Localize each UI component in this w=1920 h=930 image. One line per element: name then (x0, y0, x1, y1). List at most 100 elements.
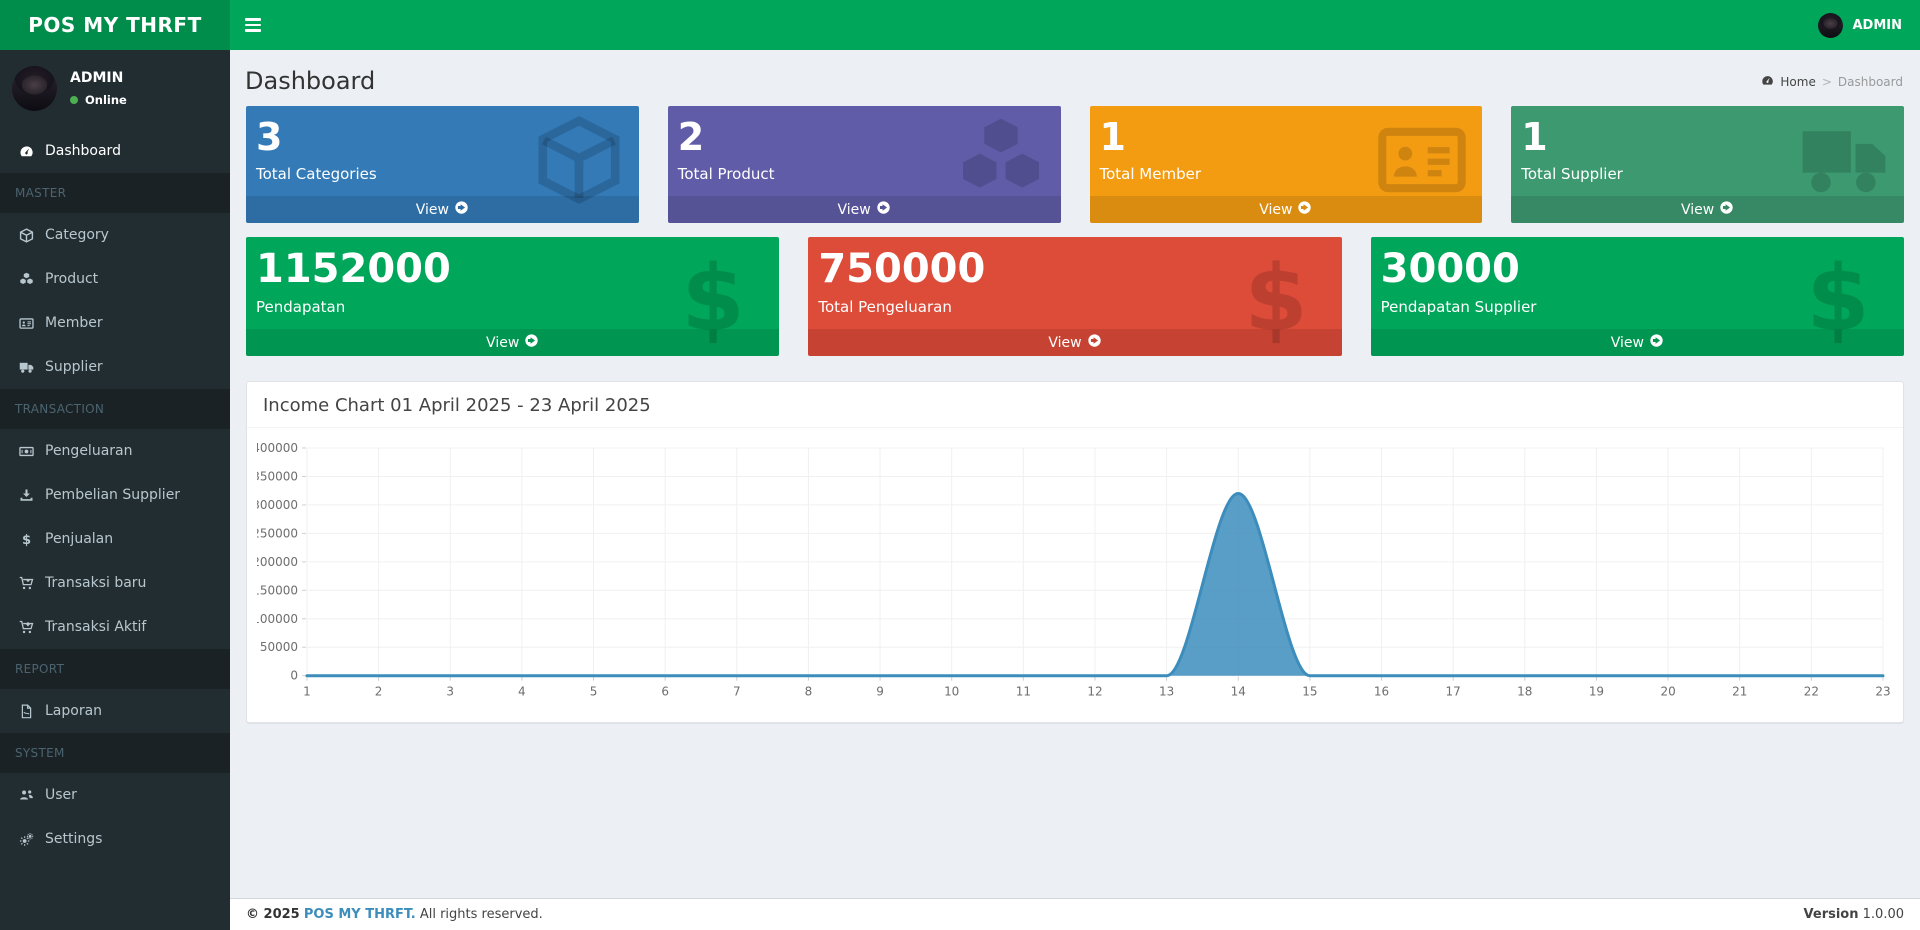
view-product-link[interactable]: View (667, 196, 1061, 223)
svg-text:9: 9 (876, 685, 884, 699)
dashboard-home-icon (1761, 74, 1774, 90)
dollar-icon: $ (1786, 245, 1890, 353)
navbar: ADMIN (230, 0, 1920, 50)
svg-text:13: 13 (1159, 685, 1174, 699)
sidebar-item-label: Dashboard (45, 143, 121, 159)
page-title: Dashboard (245, 67, 376, 95)
content-area: Dashboard Home > Dashboard 3 Total Categ… (230, 50, 1920, 898)
sidebar-item-label: Settings (45, 831, 103, 847)
svg-text:23: 23 (1875, 685, 1890, 699)
user-menu[interactable]: ADMIN (1800, 0, 1920, 50)
svg-text:16: 16 (1374, 685, 1389, 699)
view-pengeluaran-link[interactable]: View (808, 329, 1342, 356)
sidebar-item-transaksi-baru[interactable]: Transaksi baru (0, 561, 230, 605)
version-text: Version 1.0.00 (1803, 907, 1904, 922)
income-chart-panel: Income Chart 01 April 2025 - 23 April 20… (246, 381, 1904, 723)
arrow-circle-right-icon (876, 200, 891, 219)
view-member-link[interactable]: View (1089, 196, 1483, 223)
stat-label: Total Supplier (1521, 165, 1623, 183)
stat-box-pendapatan-supplier: 30000 Pendapatan Supplier $ View (1370, 237, 1904, 356)
view-supplier-link[interactable]: View (1511, 196, 1904, 223)
money-bill-icon (15, 444, 38, 459)
sidebar-item-label: User (45, 787, 77, 803)
stat-box-total-pengeluaran: 750000 Total Pengeluaran $ View (808, 237, 1342, 356)
footer-brand-link[interactable]: POS MY THRFT. (303, 907, 416, 922)
income-chart-title: Income Chart 01 April 2025 - 23 April 20… (247, 382, 1903, 428)
stat-label: Pendapatan Supplier (1380, 298, 1537, 316)
sidebar-item-category[interactable]: Category (0, 213, 230, 257)
menu-toggle-button[interactable] (230, 0, 276, 50)
stat-label: Total Product (677, 165, 775, 183)
stat-label: Total Categories (256, 165, 377, 183)
arrow-circle-right-icon (1297, 200, 1312, 219)
sidebar-item-transaksi-aktif[interactable]: Transaksi Aktif (0, 605, 230, 649)
cart-plus-icon (15, 576, 38, 591)
svg-text:250000: 250000 (257, 526, 298, 540)
sidebar-item-penjualan[interactable]: $ Penjualan (0, 517, 230, 561)
brand-logo[interactable]: POS MY THRFT (0, 0, 230, 50)
svg-text:150000: 150000 (257, 583, 298, 597)
svg-text:20: 20 (1660, 685, 1675, 699)
sidebar-item-label: Supplier (45, 359, 103, 375)
stat-box-total-categories: 3 Total Categories View (246, 106, 639, 223)
id-card-icon (15, 316, 38, 331)
download-icon (15, 488, 38, 503)
sidebar-user-status: Online (70, 93, 127, 107)
view-pendapatan-link[interactable]: View (246, 329, 780, 356)
tachometer-icon (15, 144, 38, 159)
sidebar-item-pengeluaran[interactable]: Pengeluaran (0, 429, 230, 473)
sidebar-header-master: MASTER (0, 173, 230, 213)
sidebar-item-label: Pembelian Supplier (45, 487, 181, 503)
sidebar-item-label: Category (45, 227, 109, 243)
sidebar-item-label: Penjualan (45, 531, 114, 547)
stat-value: 30000 (1380, 246, 1520, 292)
top-navbar: POS MY THRFT ADMIN (0, 0, 1920, 50)
truck-icon (15, 360, 38, 375)
arrow-circle-right-icon (454, 200, 469, 219)
sidebar-item-dashboard[interactable]: Dashboard (0, 129, 230, 173)
sidebar-item-pembelian-supplier[interactable]: Pembelian Supplier (0, 473, 230, 517)
sidebar-item-laporan[interactable]: Laporan (0, 689, 230, 733)
copyright-text: © 2025 POS MY THRFT. All rights reserved… (246, 907, 543, 922)
svg-text:$: $ (1244, 247, 1307, 350)
arrow-circle-right-icon (524, 333, 539, 352)
stat-value: 3 (256, 115, 283, 159)
svg-text:17: 17 (1446, 685, 1461, 699)
cube-icon (15, 227, 38, 243)
sidebar-item-label: Product (45, 271, 99, 287)
svg-text:14: 14 (1231, 685, 1246, 699)
sidebar-user-panel: ADMIN Online (0, 50, 230, 129)
view-categories-link[interactable]: View (246, 196, 639, 223)
sidebar-item-member[interactable]: Member (0, 301, 230, 345)
svg-text:19: 19 (1589, 685, 1604, 699)
svg-text:18: 18 (1517, 685, 1532, 699)
svg-text:$: $ (22, 533, 31, 547)
svg-text:10: 10 (944, 685, 959, 699)
svg-text:12: 12 (1087, 685, 1102, 699)
stat-box-pendapatan: 1152000 Pendapatan $ View (246, 237, 780, 356)
income-area-chart: 0 50000 100000 150000 200000 250000 300000 3500… (257, 441, 1891, 699)
users-icon (15, 788, 38, 803)
online-status-label: Online (85, 93, 127, 107)
content-header: Dashboard Home > Dashboard (230, 50, 1920, 106)
dollar-icon: $ (15, 532, 38, 547)
cart-arrow-down-icon (15, 620, 38, 635)
file-pdf-icon (15, 704, 38, 719)
stat-value: 750000 (818, 246, 986, 292)
svg-text:100000: 100000 (257, 612, 298, 626)
id-card-icon (1376, 114, 1468, 210)
cubes-icon (15, 272, 38, 287)
income-chart-body: 0 50000 100000 150000 200000 250000 300000 3500… (247, 428, 1903, 722)
stat-box-total-member: 1 Total Member View (1089, 106, 1483, 223)
stat-label: Pendapatan (256, 298, 346, 316)
sidebar-item-settings[interactable]: Settings (0, 817, 230, 861)
sidebar-item-supplier[interactable]: Supplier (0, 345, 230, 389)
svg-text:$: $ (1806, 247, 1869, 350)
svg-text:21: 21 (1732, 685, 1747, 699)
breadcrumb-home-link[interactable]: Home (1780, 75, 1816, 89)
sidebar-item-label: Pengeluaran (45, 443, 133, 459)
sidebar-item-user[interactable]: User (0, 773, 230, 817)
sidebar-item-product[interactable]: Product (0, 257, 230, 301)
view-pendapatan-supplier-link[interactable]: View (1370, 329, 1904, 356)
svg-text:4: 4 (518, 685, 526, 699)
